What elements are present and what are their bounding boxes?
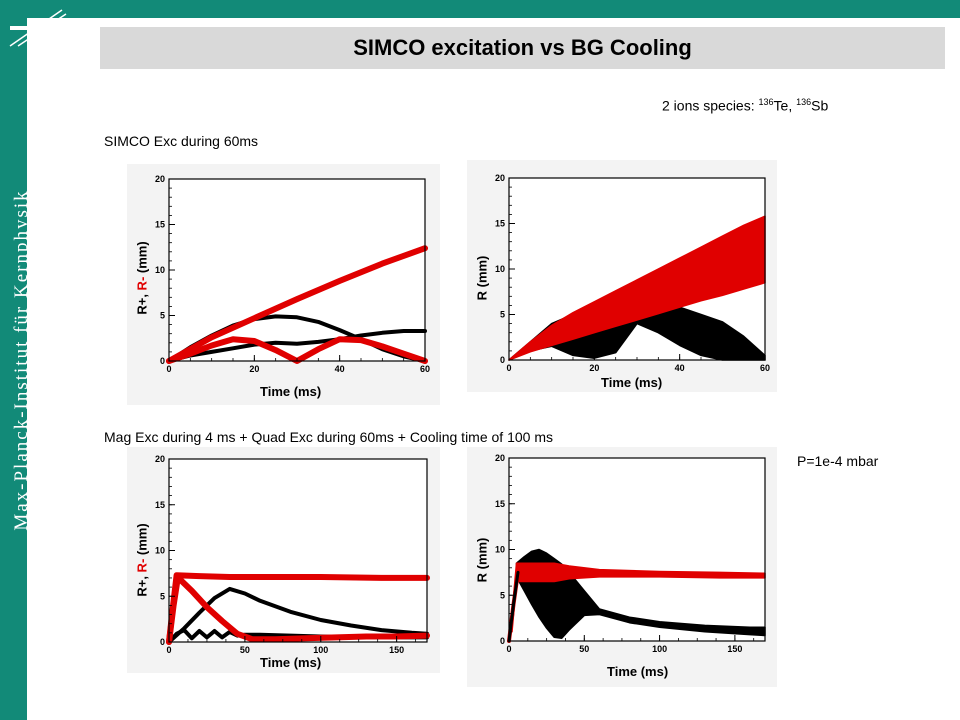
- max-planck-logo: [888, 642, 952, 706]
- y-tick-label: 20: [155, 174, 165, 184]
- x-tick-label: 40: [335, 364, 345, 374]
- chart-2-x-label: Time (ms): [601, 375, 663, 390]
- y-tick-label: 0: [160, 637, 165, 647]
- x-tick-label: 50: [579, 644, 589, 654]
- series-line-1: [167, 329, 427, 363]
- x-tick-label: 40: [675, 363, 685, 373]
- chart-4-y-label: R (mm): [474, 537, 490, 583]
- y-tick-label: 15: [155, 500, 165, 510]
- y-tick-label: 5: [160, 591, 165, 601]
- x-tick-label: 60: [760, 363, 770, 373]
- chart-3: 0 50 100 150 0 5 10 15 20: [155, 454, 430, 655]
- species-element-2: Sb: [811, 97, 829, 114]
- y-tick-label: 0: [500, 636, 505, 646]
- y-tick-label: 5: [160, 311, 165, 321]
- series-line-2: [166, 245, 428, 364]
- y-tick-label: 20: [495, 173, 505, 183]
- species-separator: ,: [788, 97, 797, 114]
- y-tick-label: 10: [495, 545, 505, 555]
- chart-panel-1: 0 20 40 60 0 5 10 15 20: [127, 164, 440, 405]
- slide-title: SIMCO excitation vs BG Cooling: [353, 35, 692, 60]
- pressure-label: P=1e-4 mbar: [797, 453, 879, 469]
- section-heading-simco: SIMCO Exc during 60ms: [104, 133, 259, 149]
- x-tick-label: 50: [240, 645, 250, 655]
- chart-1-x-label: Time (ms): [260, 384, 322, 399]
- y-tick-label: 15: [495, 499, 505, 509]
- x-tick-label: 60: [420, 364, 430, 374]
- x-tick-label: 100: [313, 645, 328, 655]
- x-tick-label: 0: [166, 645, 171, 655]
- x-tick-label: 150: [389, 645, 404, 655]
- y-tick-label: 0: [500, 355, 505, 365]
- x-tick-label: 100: [652, 644, 667, 654]
- y-tick-label: 15: [495, 219, 505, 229]
- species-mass-1: 136: [758, 97, 774, 107]
- series-line-0: [167, 586, 429, 644]
- species-prefix: 2 ions species:: [662, 97, 759, 114]
- chart-4-x-label: Time (ms): [607, 664, 669, 679]
- y-tick-label: 5: [500, 590, 505, 600]
- chart-4: 0 50 100 150 0 5 10 15 20: [495, 453, 766, 654]
- x-tick-label: 20: [589, 363, 599, 373]
- chart-1-y-label: R+, R- (mm): [134, 241, 150, 315]
- series-line-1: [507, 570, 520, 643]
- title-bar: SIMCO excitation vs BG Cooling: [100, 27, 945, 69]
- chart-3-y-label: R+, R- (mm): [134, 523, 150, 597]
- y-tick-label: 10: [155, 546, 165, 556]
- species-mass-2: 136: [796, 97, 812, 107]
- chart-panel-2: 0 20 40 60 0 5 10 15 20: [467, 160, 777, 392]
- y-tick-label: 0: [160, 356, 165, 366]
- y-tick-label: 10: [155, 265, 165, 275]
- y-tick-label: 20: [155, 454, 165, 464]
- chart-panel-3: 0 50 100 150 0 5 10 15 20: [127, 447, 440, 673]
- species-note: 2 ions species: 136Te, 136Sb: [662, 97, 828, 114]
- chart-1: 0 20 40 60 0 5 10 15 20: [155, 174, 430, 374]
- x-tick-label: 0: [166, 364, 171, 374]
- series-line-4: [166, 573, 182, 645]
- chart-3-x-label: Time (ms): [260, 655, 322, 670]
- chart-2-y-label: R (mm): [474, 255, 490, 301]
- chart-panel-4: 0 50 100 150 0 5 10 15 20: [467, 447, 777, 687]
- x-tick-label: 0: [506, 644, 511, 654]
- chart-2: 0 20 40 60 0 5 10 15 20: [495, 173, 770, 373]
- x-tick-label: 0: [506, 363, 511, 373]
- y-tick-label: 5: [500, 310, 505, 320]
- y-tick-label: 10: [495, 264, 505, 274]
- y-tick-label: 20: [495, 453, 505, 463]
- x-tick-label: 150: [727, 644, 742, 654]
- section-heading-mag: Mag Exc during 4 ms + Quad Exc during 60…: [104, 429, 553, 445]
- plot-area: [169, 179, 425, 361]
- y-tick-label: 15: [155, 220, 165, 230]
- x-tick-label: 20: [249, 364, 259, 374]
- species-element-1: Te: [773, 97, 789, 114]
